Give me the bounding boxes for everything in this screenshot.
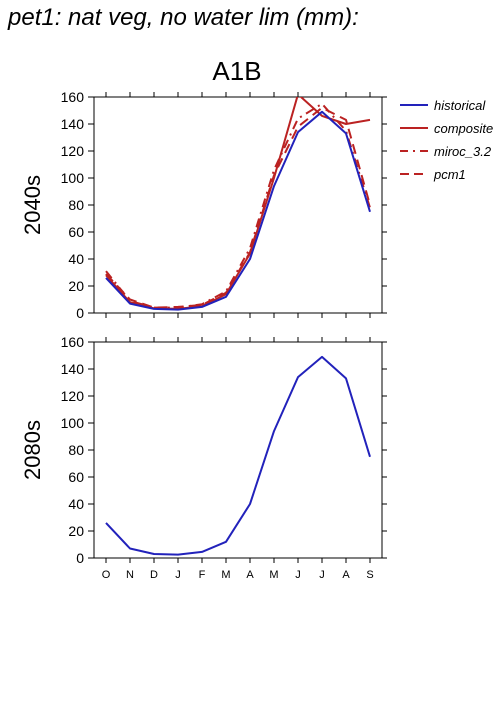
y-tick-label: 120 xyxy=(61,143,85,159)
y-tick-label: 60 xyxy=(68,224,84,240)
y-tick-label: 60 xyxy=(68,469,84,485)
x-tick-label: F xyxy=(199,569,206,581)
series-line-historical xyxy=(105,110,371,311)
x-tick-label: A xyxy=(246,569,254,581)
y-tick-label: 0 xyxy=(76,305,84,321)
x-tick-label: D xyxy=(150,569,158,581)
panel-2080s: 0 20 40 60 80 100 120 140 160 O N D J F M A M J J A S 2080s xyxy=(20,334,387,581)
x-tick-label: S xyxy=(366,569,373,581)
y-axis-label: 2040s xyxy=(20,175,45,235)
y-tick-label: 80 xyxy=(68,197,84,213)
figure-title: pet1: nat veg, no water lim (mm): xyxy=(8,4,359,31)
y-tick-label: 0 xyxy=(76,550,84,566)
panel-2040s: 0 20 40 60 80 100 120 140 160 2040s xyxy=(20,89,387,321)
x-tick-label: A xyxy=(342,569,350,581)
y-tick-label: 40 xyxy=(68,496,84,512)
series-line-miroc-3-2 xyxy=(105,102,371,309)
y-tick-label: 140 xyxy=(61,361,85,377)
x-tick-label: M xyxy=(221,569,230,581)
x-tick-label: J xyxy=(295,569,301,581)
legend: historical composite miroc_3.2 pcm1 xyxy=(400,98,493,182)
y-tick-label: 80 xyxy=(68,442,84,458)
x-tick-label: J xyxy=(175,569,181,581)
y-tick-label: 140 xyxy=(61,116,85,132)
y-tick-label: 100 xyxy=(61,170,85,186)
y-tick-label: 20 xyxy=(68,523,84,539)
series-line-historical xyxy=(105,355,371,556)
legend-label: pcm1 xyxy=(433,167,466,182)
y-tick-label: 100 xyxy=(61,415,85,431)
x-tick-label: M xyxy=(269,569,278,581)
plot-frame xyxy=(93,341,383,559)
y-tick-label: 40 xyxy=(68,251,84,267)
y-tick-label: 20 xyxy=(68,278,84,294)
x-tick-label: J xyxy=(319,569,325,581)
scenario-label: A1B xyxy=(212,56,261,86)
y-tick-label: 120 xyxy=(61,388,85,404)
y-axis-label: 2080s xyxy=(20,420,45,480)
y-tick-label: 160 xyxy=(61,334,85,350)
legend-label: miroc_3.2 xyxy=(434,144,492,159)
y-tick-label: 160 xyxy=(61,89,85,105)
series-line-pcm1 xyxy=(105,106,371,309)
legend-label: composite xyxy=(434,121,493,136)
plot-frame xyxy=(93,96,383,314)
legend-label: historical xyxy=(434,98,486,113)
x-tick-label: O xyxy=(102,569,111,581)
x-tick-label: N xyxy=(126,569,134,581)
